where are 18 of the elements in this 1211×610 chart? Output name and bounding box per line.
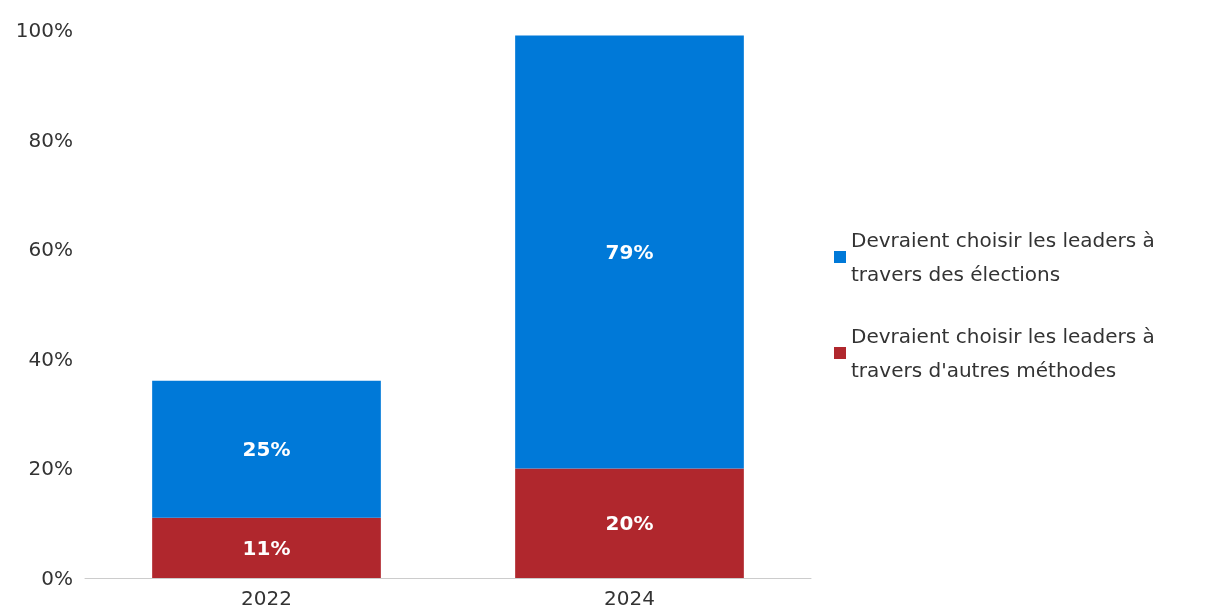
bar bbox=[152, 380, 381, 518]
y-tick-label: 20% bbox=[28, 456, 73, 481]
bar bbox=[152, 517, 381, 578]
data-label: 11% bbox=[242, 535, 291, 560]
x-tick-label: 2022 bbox=[241, 586, 292, 610]
y-tick-label: 40% bbox=[28, 346, 73, 371]
data-label: 20% bbox=[605, 511, 654, 536]
legend-label: Devraient choisir les leaders à travers des élections bbox=[851, 228, 1162, 286]
data-label: 25% bbox=[242, 437, 291, 462]
legend-label: Devraient choisir les leaders à travers d'autres méthodes bbox=[851, 324, 1162, 382]
bar bbox=[515, 35, 744, 469]
y-tick-label: 80% bbox=[28, 127, 73, 152]
y-tick-label: 60% bbox=[28, 237, 73, 262]
x-tick-label: 2024 bbox=[604, 586, 655, 610]
data-label: 79% bbox=[605, 239, 654, 264]
bar bbox=[515, 468, 744, 578]
y-tick-label: 0% bbox=[41, 566, 73, 590]
y-tick-label: 100% bbox=[15, 18, 73, 42]
